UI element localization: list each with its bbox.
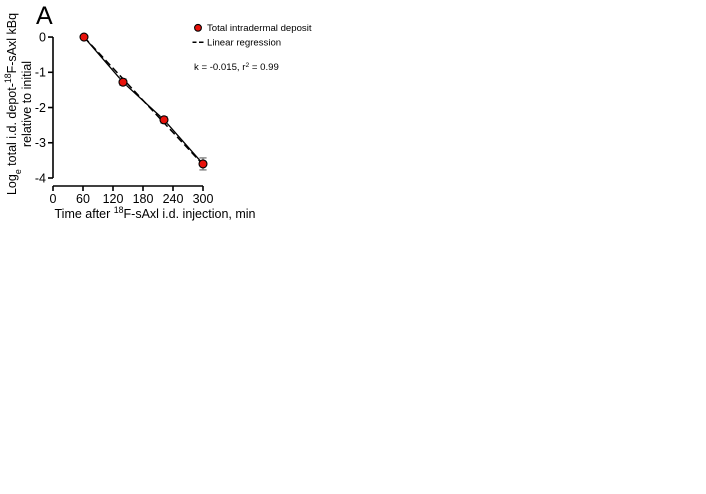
data-point — [118, 77, 128, 87]
y-tick-label: -3 — [35, 136, 46, 150]
legend-label-0: Total intradermal deposit — [207, 23, 312, 34]
y-tick-label: -1 — [35, 66, 46, 80]
y-axis-title-line1: Loge total i.d. depot-18F-sAxl kBq — [3, 13, 23, 195]
panel-c-svg: C3210-1-2060120180240300Time after i.d.1… — [0, 247, 353, 494]
y-axis-title-group: Loge total i.d. depot-18F-sAxl kBqrelati… — [3, 13, 34, 195]
x-tick-label: 0 — [50, 192, 57, 206]
y-tick-label: -4 — [35, 171, 46, 185]
regression-line — [83, 36, 204, 166]
x-tick-label: 240 — [163, 192, 184, 206]
legend-marker-0 — [194, 23, 202, 32]
panel-a: A 0 -1 -2 -3 -4 0 60 120 180 240 300 Time after 18F-… — [0, 0, 353, 247]
annotation-0: k = -0.015, r2 = 0.99 — [194, 62, 279, 74]
legend: Total intradermal deposit Linear regressi… — [192, 23, 312, 74]
y-tick-label: -2 — [35, 101, 46, 115]
panel-letter-A: A — [36, 2, 53, 30]
x-tick-label: 120 — [103, 192, 124, 206]
x-tick-label: 60 — [76, 192, 90, 206]
series-0 — [80, 34, 207, 171]
data-point — [159, 115, 169, 125]
x-axis-title: Time after 18F-sAxl i.d. injection, min — [55, 205, 256, 221]
data-point — [198, 159, 208, 169]
panel-d-svg: D1210864060120180240300Time after i.d. 1… — [353, 247, 706, 494]
panel-c: C3210-1-2060120180240300Time after i.d.1… — [0, 247, 353, 494]
legend-label-1: Linear regression — [207, 38, 281, 49]
plot-area — [79, 32, 208, 171]
panel-d: D1210864060120180240300Time after i.d. 1… — [353, 247, 706, 494]
y-axis: 0 -1 -2 -3 -4 — [35, 30, 54, 185]
series-markers-0 — [79, 32, 208, 169]
data-point — [79, 32, 89, 42]
x-tick-label: 180 — [133, 192, 154, 206]
y-tick-label: 0 — [39, 30, 46, 44]
x-tick-label: 300 — [193, 192, 214, 206]
panel-b-svg: B10864060120180240300Time after i.d.18F-… — [705, 68, 706, 78]
x-axis: 0 60 120 180 240 300 — [50, 185, 214, 206]
panel-b: B10864060120180240300Time after i.d.18F-… — [353, 0, 706, 247]
y-axis-title-line2: relative to initial — [20, 61, 34, 147]
